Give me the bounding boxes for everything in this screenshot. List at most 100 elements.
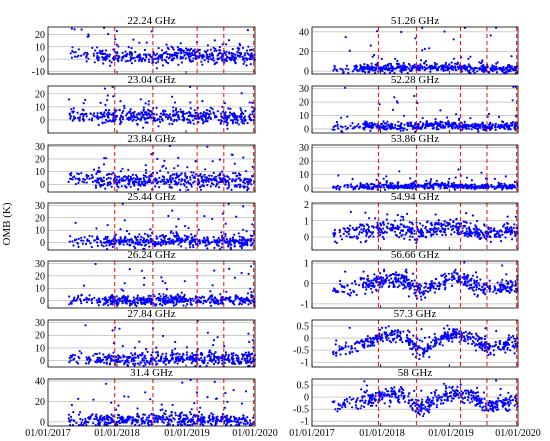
data-point [171, 209, 174, 212]
data-point [444, 286, 447, 289]
data-point [370, 121, 374, 124]
data-point [119, 298, 122, 301]
data-point [197, 228, 200, 231]
data-point [220, 246, 223, 249]
data-point [88, 118, 91, 121]
data-point [469, 279, 472, 282]
data-point [398, 236, 401, 239]
data-point [190, 185, 193, 188]
data-point [399, 277, 402, 280]
data-point [142, 283, 146, 286]
data-point [463, 278, 466, 281]
data-point [409, 122, 412, 125]
data-point [111, 242, 114, 246]
data-point [345, 128, 348, 131]
data-point [241, 111, 244, 114]
data-point [149, 179, 152, 182]
y-tick-label: 20 [35, 154, 45, 165]
data-point [425, 179, 428, 182]
data-point [148, 174, 151, 177]
data-point [221, 177, 224, 180]
data-point [353, 280, 357, 283]
data-point [425, 221, 428, 224]
data-point [419, 66, 422, 69]
data-point [211, 107, 214, 111]
data-point [499, 186, 502, 189]
x-tick-label: 01/01/2017 [289, 428, 335, 439]
data-point [123, 104, 126, 107]
data-point [88, 177, 91, 180]
data-point [106, 94, 109, 97]
data-point [172, 232, 175, 235]
data-point [166, 53, 169, 56]
data-point [110, 120, 113, 123]
data-point [191, 54, 194, 57]
data-point [112, 171, 115, 174]
data-point [194, 57, 197, 60]
data-point [397, 127, 400, 130]
data-point [128, 268, 131, 271]
data-point [441, 181, 444, 184]
data-point [469, 55, 472, 58]
data-point [354, 283, 357, 286]
data-point [206, 49, 209, 52]
data-point [122, 109, 125, 113]
data-point [218, 46, 221, 49]
y-tick-label: 2 [304, 200, 309, 211]
data-point [504, 236, 507, 239]
data-point [109, 296, 113, 299]
data-point [425, 120, 428, 123]
data-point [119, 114, 123, 117]
data-point [504, 175, 507, 178]
data-point [397, 228, 400, 231]
data-point [478, 185, 481, 188]
data-point [215, 239, 218, 242]
data-point [150, 30, 153, 33]
data-point [119, 228, 122, 231]
data-point [77, 48, 80, 51]
data-point [187, 118, 191, 122]
y-tick-label: 0 [40, 238, 45, 249]
data-point [202, 111, 206, 114]
data-point [373, 183, 376, 186]
data-point [175, 237, 178, 240]
data-point [103, 57, 106, 61]
data-point [71, 111, 74, 114]
data-point [369, 183, 372, 186]
data-point [133, 181, 136, 184]
data-point [211, 160, 214, 163]
data-point [403, 66, 406, 70]
data-point [349, 224, 352, 227]
data-point [132, 38, 135, 41]
data-point [372, 187, 375, 190]
data-point [161, 165, 164, 168]
data-point [450, 276, 453, 279]
data-point [384, 183, 387, 186]
data-point [120, 288, 123, 291]
data-point [248, 58, 251, 61]
data-point [139, 118, 142, 121]
plot-frame [311, 26, 519, 75]
data-point [141, 302, 144, 305]
data-point [365, 123, 368, 126]
data-point [166, 296, 170, 299]
data-point [105, 55, 108, 58]
data-point [189, 101, 192, 104]
data-point [240, 120, 243, 123]
data-point [77, 172, 80, 176]
data-point [378, 128, 381, 131]
data-point [408, 238, 411, 241]
data-point [463, 273, 466, 276]
data-point [243, 182, 246, 185]
data-point [86, 53, 89, 56]
data-point [345, 64, 348, 67]
y-tick-label: 30 [35, 201, 45, 212]
data-point [207, 60, 210, 63]
data-point [399, 125, 402, 128]
data-point [101, 184, 105, 187]
data-point [456, 63, 459, 66]
data-point [163, 58, 166, 62]
data-point [369, 231, 372, 234]
data-point [387, 64, 390, 67]
